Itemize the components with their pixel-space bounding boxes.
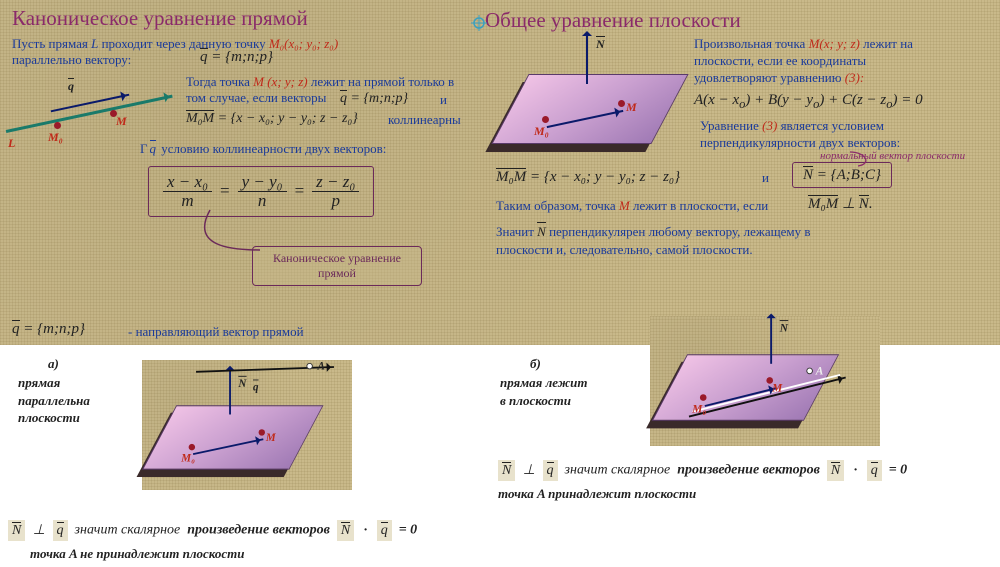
case-a-perp: N ⊥ q значит скалярное произведение вект… <box>8 520 417 541</box>
right-p4: Уравнение (3) является условием перпенди… <box>700 118 990 152</box>
case-b-text: прямая лежитв плоскости <box>500 374 587 409</box>
dot-m0 <box>54 122 61 129</box>
left-p3: Тогда точка M (x; y; z) лежит на прямой … <box>186 74 466 106</box>
case-b-note: точка A принадлежит плоскости <box>498 486 696 502</box>
vector-n-arrow <box>586 34 588 84</box>
q-def-2: q = {m;n;p} <box>340 90 408 107</box>
vector-q <box>51 94 130 113</box>
n-label-main: N <box>596 36 605 52</box>
case-a-text: прямаяпараллельнаплоскости <box>18 374 90 427</box>
dot-m-r <box>618 100 625 107</box>
title-plane: Общее уравнение плоскости <box>485 8 741 33</box>
title-canonical: Каноническое уравнение прямой <box>12 6 308 31</box>
m0-label: M₀ <box>48 130 63 145</box>
plane-equation: A(x − xo) + B(y − yo) + C(z − zo) = 0 <box>694 92 923 112</box>
plane-diagram-b: N M₀ M A <box>660 322 841 446</box>
q-label: q <box>68 78 74 94</box>
left-line2: параллельно вектору: <box>12 52 131 68</box>
plane-diagram-a: N M₀ M q A <box>150 374 325 494</box>
case-a-note: точка A не принадлежит плоскости <box>30 546 244 562</box>
perp-statement: M₀M ⊥ N. <box>808 194 873 213</box>
line-l <box>6 95 173 133</box>
n-callout <box>848 150 888 168</box>
and-1: и <box>440 92 447 108</box>
right-p1: Произвольная точка M(x; y; z) лежит на п… <box>694 36 994 87</box>
case-b-perp: N ⊥ q значит скалярное произведение вект… <box>498 460 907 481</box>
and-2: и <box>762 170 769 186</box>
m-label: M <box>116 114 127 129</box>
q-note: - направляющий вектор прямой <box>128 324 304 340</box>
q-def-3: q = {m;n;p} <box>12 320 85 338</box>
lbl-m-r: M <box>626 100 637 115</box>
dot-m0-r <box>542 116 549 123</box>
anchor-icon <box>470 14 488 32</box>
right-p7: Значит N перпендикулярен любому вектору,… <box>496 222 966 258</box>
collinear-text: коллинеарны <box>388 112 461 128</box>
right-p6: Таким образом, точка M лежит в плоскости… <box>496 198 768 214</box>
m0m-left: M₀M = {x − x₀; y − y₀; z − z₀} <box>186 110 358 127</box>
m0m-right: M₀M = {x − x₀; y − y₀; z − z₀} <box>496 168 680 186</box>
l-label: L <box>8 136 15 151</box>
lbl-m0-r: M₀ <box>534 124 549 139</box>
collinearity-cond: Гq условию коллинеарности двух векторов: <box>140 140 386 157</box>
plane-diagram-main: N M₀ M <box>500 40 690 170</box>
callout-connector <box>170 206 290 266</box>
case-b-tag: б) <box>530 356 541 372</box>
normal-note: нормальный вектор плоскости <box>820 150 965 162</box>
q-def-1: q = {m;n;p} <box>200 48 273 66</box>
point-m0: M₀(x₀; y₀; z₀) <box>269 36 338 51</box>
case-a-tag: а) <box>48 356 59 372</box>
